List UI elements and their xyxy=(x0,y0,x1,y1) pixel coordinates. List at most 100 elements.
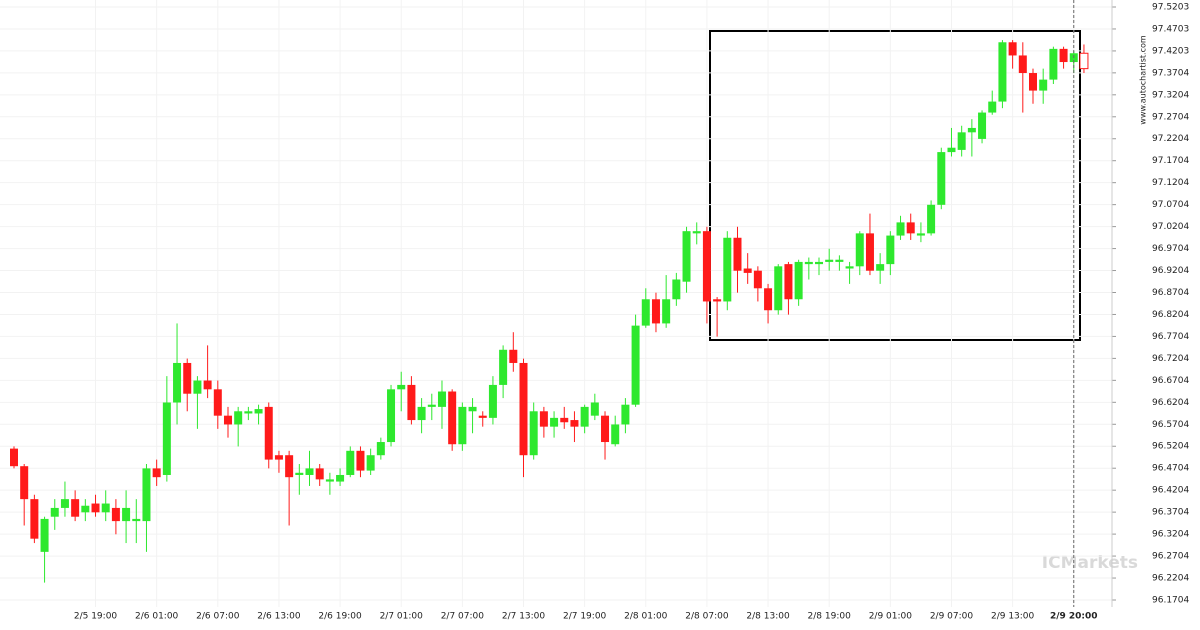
x-tick-label: 2/7 01:00 xyxy=(380,612,424,622)
candle-body xyxy=(397,384,406,390)
candle-body xyxy=(40,518,49,552)
candle-body xyxy=(590,402,599,416)
x-tick-label: 2/6 19:00 xyxy=(318,612,362,622)
y-tick-label: 96.4704 xyxy=(1152,464,1189,474)
y-tick-label: 96.9204 xyxy=(1152,266,1189,276)
y-tick-label: 97.2204 xyxy=(1152,134,1189,144)
candle-body xyxy=(896,222,905,236)
x-tick-label: 2/8 01:00 xyxy=(624,612,668,622)
y-tick-label: 96.7704 xyxy=(1152,332,1189,342)
candle-body xyxy=(203,380,212,390)
candle-body xyxy=(132,518,141,522)
candle-body xyxy=(967,127,976,133)
candle-body xyxy=(437,391,446,407)
candle-body xyxy=(1079,52,1089,70)
candle-body xyxy=(478,415,487,418)
candle-body xyxy=(774,266,783,311)
candle-body xyxy=(550,417,559,427)
x-tick-label: 2/7 07:00 xyxy=(441,612,485,622)
candle-body xyxy=(937,152,946,205)
candle-body xyxy=(234,411,243,425)
candle-body xyxy=(988,101,997,113)
candle-body xyxy=(876,264,885,271)
candle-body xyxy=(1029,73,1037,91)
x-tick-label: 2/8 07:00 xyxy=(685,612,729,622)
candle-body xyxy=(244,411,253,414)
y-tick-label: 96.6704 xyxy=(1152,376,1189,386)
candle-body xyxy=(111,507,120,522)
candle-body xyxy=(295,472,304,475)
candle-body xyxy=(325,479,334,482)
y-tick-label: 97.3204 xyxy=(1152,90,1189,100)
y-tick-label: 97.5203 xyxy=(1152,3,1189,13)
candle-body xyxy=(682,231,691,282)
candle-body xyxy=(387,389,396,443)
candle-body xyxy=(142,468,151,522)
x-tick-label: 2/9 13:00 xyxy=(991,612,1035,622)
y-tick-label: 97.0704 xyxy=(1152,200,1189,210)
candle-body xyxy=(621,404,630,425)
candle-body xyxy=(784,264,793,300)
candle-body xyxy=(804,261,813,265)
candle-body xyxy=(285,455,294,478)
watermark: ICMarkets xyxy=(1042,553,1138,573)
candle-body xyxy=(427,404,436,407)
candle-body xyxy=(916,233,925,236)
candle-body xyxy=(743,268,752,273)
grid xyxy=(0,0,1112,607)
candle-body xyxy=(947,147,956,153)
candle-body xyxy=(845,266,854,269)
candle-body xyxy=(468,406,477,412)
y-tick-label: 96.6204 xyxy=(1152,398,1189,408)
candle-body xyxy=(122,507,131,522)
candles xyxy=(10,40,1089,583)
candle-body xyxy=(346,450,355,475)
y-tick-label: 96.5204 xyxy=(1152,442,1189,452)
candle-body xyxy=(529,411,538,456)
candle-body xyxy=(499,349,508,385)
candle-body xyxy=(223,415,232,425)
candle-body xyxy=(1018,55,1027,74)
candle-body xyxy=(91,503,100,513)
candle-body xyxy=(1039,79,1048,91)
candle-body xyxy=(764,288,773,311)
y-tick-label: 97.1204 xyxy=(1152,178,1189,188)
candle-body xyxy=(998,42,1007,102)
y-tick-label: 97.3704 xyxy=(1152,68,1189,78)
candle-body xyxy=(509,349,518,363)
candle-body xyxy=(488,384,497,418)
candle-body xyxy=(641,299,650,326)
candle-body xyxy=(193,380,202,394)
candle-body xyxy=(1049,48,1058,80)
candle-body xyxy=(366,455,375,471)
candle-body xyxy=(101,503,110,513)
pattern-box xyxy=(709,30,1081,341)
candle-body xyxy=(601,415,610,443)
candle-body xyxy=(376,442,385,456)
candle-body xyxy=(662,299,671,324)
candle-body xyxy=(315,468,324,480)
candle-body xyxy=(580,406,589,427)
candle-body xyxy=(611,424,620,445)
candle-body xyxy=(886,235,895,265)
candle-body xyxy=(651,299,660,324)
candle-body xyxy=(733,237,742,271)
x-tick-label: 2/6 13:00 xyxy=(257,612,301,622)
candle-body xyxy=(957,132,966,150)
candle-body xyxy=(835,259,844,262)
x-tick-label: 2/6 07:00 xyxy=(196,612,240,622)
candle-body xyxy=(723,237,732,302)
candle-body xyxy=(1008,42,1017,56)
candle-body xyxy=(539,411,548,427)
y-tick-label: 96.8704 xyxy=(1152,288,1189,298)
y-tick-label: 96.5704 xyxy=(1152,420,1189,430)
y-tick-label: 97.2704 xyxy=(1152,112,1189,122)
candle-body xyxy=(30,499,39,539)
y-tick-label: 96.3704 xyxy=(1152,508,1189,518)
x-tick-label: 2/9 01:00 xyxy=(869,612,913,622)
x-tick-label: 2/9 20:00 xyxy=(1050,612,1098,622)
x-tick-label: 2/9 07:00 xyxy=(930,612,974,622)
y-tick-label: 96.1704 xyxy=(1152,596,1189,606)
